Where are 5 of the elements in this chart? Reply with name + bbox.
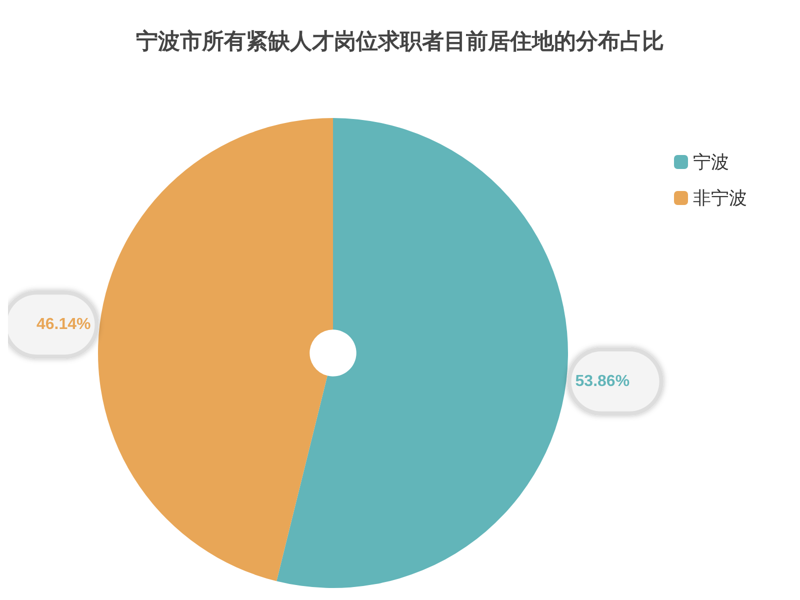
legend-label: 非宁波 (693, 188, 747, 208)
chart-title: 宁波市所有紧缺人才岗位求职者目前居住地的分布占比 (136, 28, 664, 54)
data-label: 53.86% (575, 372, 630, 390)
data-label: 46.14% (36, 316, 91, 334)
legend-label: 宁波 (693, 152, 729, 172)
